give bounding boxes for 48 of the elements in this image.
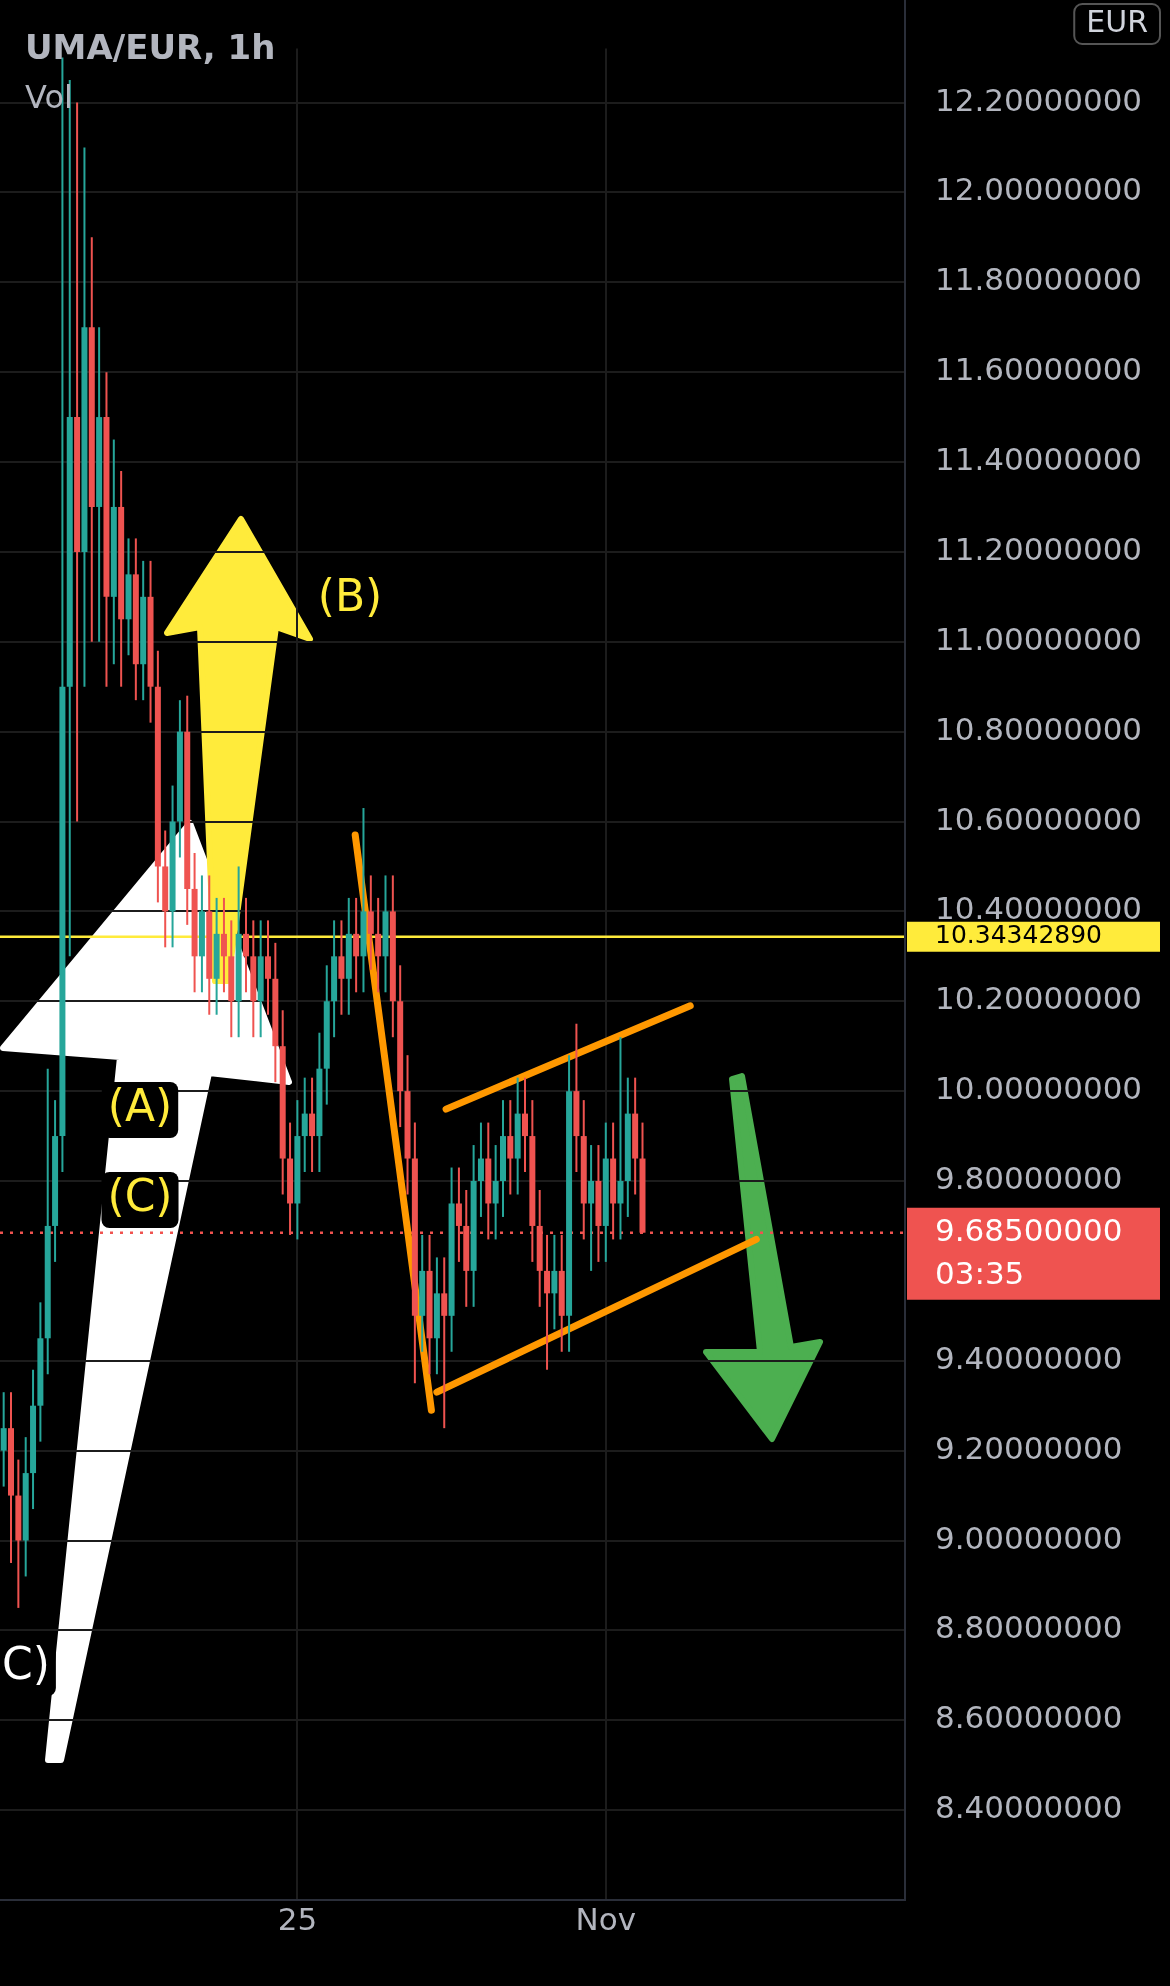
candlestick [242,896,249,994]
candlestick [522,1076,529,1174]
y-tick-label: 8.40000000 [935,1789,1123,1826]
y-tick-label: 11.60000000 [935,351,1143,388]
candlestick [544,1233,551,1371]
y-tick-label: 9.00000000 [935,1519,1123,1556]
candlestick [492,1144,499,1241]
candlestick [507,1099,514,1196]
candlestick [367,874,374,971]
annotation: (B) [317,570,383,622]
x-tick-label: 25 [277,1900,318,1937]
text: 03:35 [935,1254,1025,1291]
candlestick [301,1076,308,1174]
candlestick [338,919,345,1016]
candlestick [220,896,227,994]
y-tick-label: 11.00000000 [935,620,1143,657]
candlestick [588,1144,595,1272]
y-tick-label: 11.80000000 [935,261,1143,298]
y-tick-label: 11.40000000 [935,441,1143,478]
candlestick [441,1256,448,1430]
candlestick [617,1036,624,1241]
annotation: (C) [107,1170,173,1222]
annotation: (A) [107,1080,173,1132]
candlestick [477,1121,484,1218]
chart-title: UMA/EUR, 1h [25,26,276,67]
y-tick-label: 9.20000000 [935,1429,1123,1466]
text: EUR [1086,3,1148,39]
y-tick-label: 10.60000000 [935,800,1143,837]
y-tick-label: 10.80000000 [935,710,1143,747]
y-tick-label: 9.80000000 [935,1160,1123,1197]
annotation: C) [2,1638,50,1690]
y-tick-label: 8.60000000 [935,1699,1123,1736]
y-tick-label: 12.20000000 [935,81,1143,118]
candlestick [0,1391,7,1488]
candlestick [309,1076,316,1174]
y-tick-label: 8.80000000 [935,1609,1123,1646]
y-tick-label: 9.40000000 [935,1339,1123,1376]
y-tick-label: 12.00000000 [935,171,1143,208]
x-tick-label: Nov [575,1900,637,1937]
y-tick-label: 11.20000000 [935,530,1143,567]
candlestick [265,919,272,1016]
candlestick [551,1233,558,1331]
ref-line-label: 9.68500000 [935,1211,1123,1248]
candlestick [353,896,360,994]
y-tick-label: 10.20000000 [935,980,1143,1017]
ref-line-label: 10.34342890 [935,920,1103,950]
y-tick-label: 10.00000000 [935,1070,1143,1107]
candlestick [375,896,382,994]
